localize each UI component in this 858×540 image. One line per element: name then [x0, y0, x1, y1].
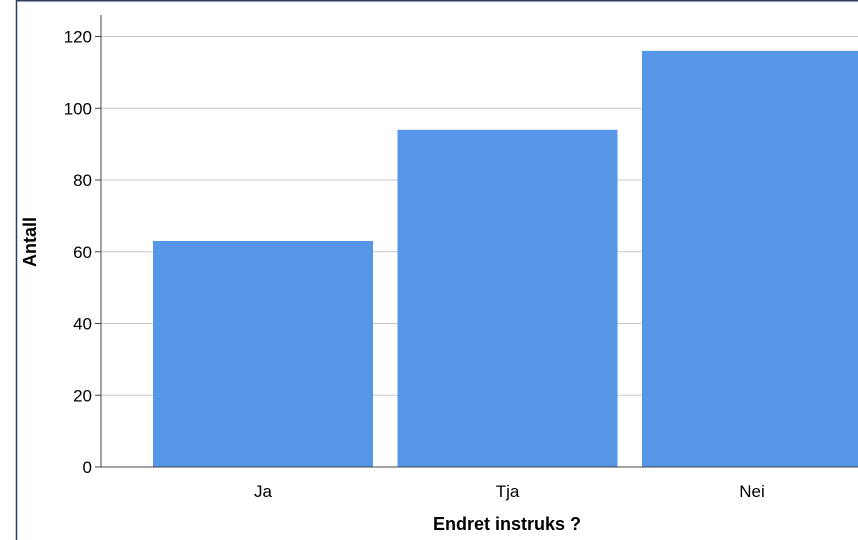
y-tick-label: 60	[73, 243, 92, 262]
chart-frame	[15, 0, 858, 540]
x-tick-label: Ja	[254, 482, 273, 501]
x-tick-label: Tja	[496, 482, 520, 501]
y-tick-label: 120	[64, 28, 92, 47]
tick-labels: 0 20 40 60 80 100 120 Ja Tja Nei	[64, 28, 765, 501]
y-tick-label: 100	[64, 99, 92, 118]
y-tick-label: 80	[73, 171, 92, 190]
x-axis-title: Endret instruks ?	[433, 514, 581, 534]
bar-ja	[153, 241, 373, 467]
y-tick-label: 40	[73, 315, 92, 334]
bars	[153, 50, 858, 468]
bar-nei	[642, 50, 858, 467]
y-tick-label: 20	[73, 386, 92, 405]
axes	[95, 15, 858, 468]
x-tick-label: Nei	[739, 482, 765, 501]
y-axis-title: Antall	[20, 217, 40, 267]
y-tick-label: 0	[83, 458, 92, 477]
bar-tja	[397, 129, 618, 468]
